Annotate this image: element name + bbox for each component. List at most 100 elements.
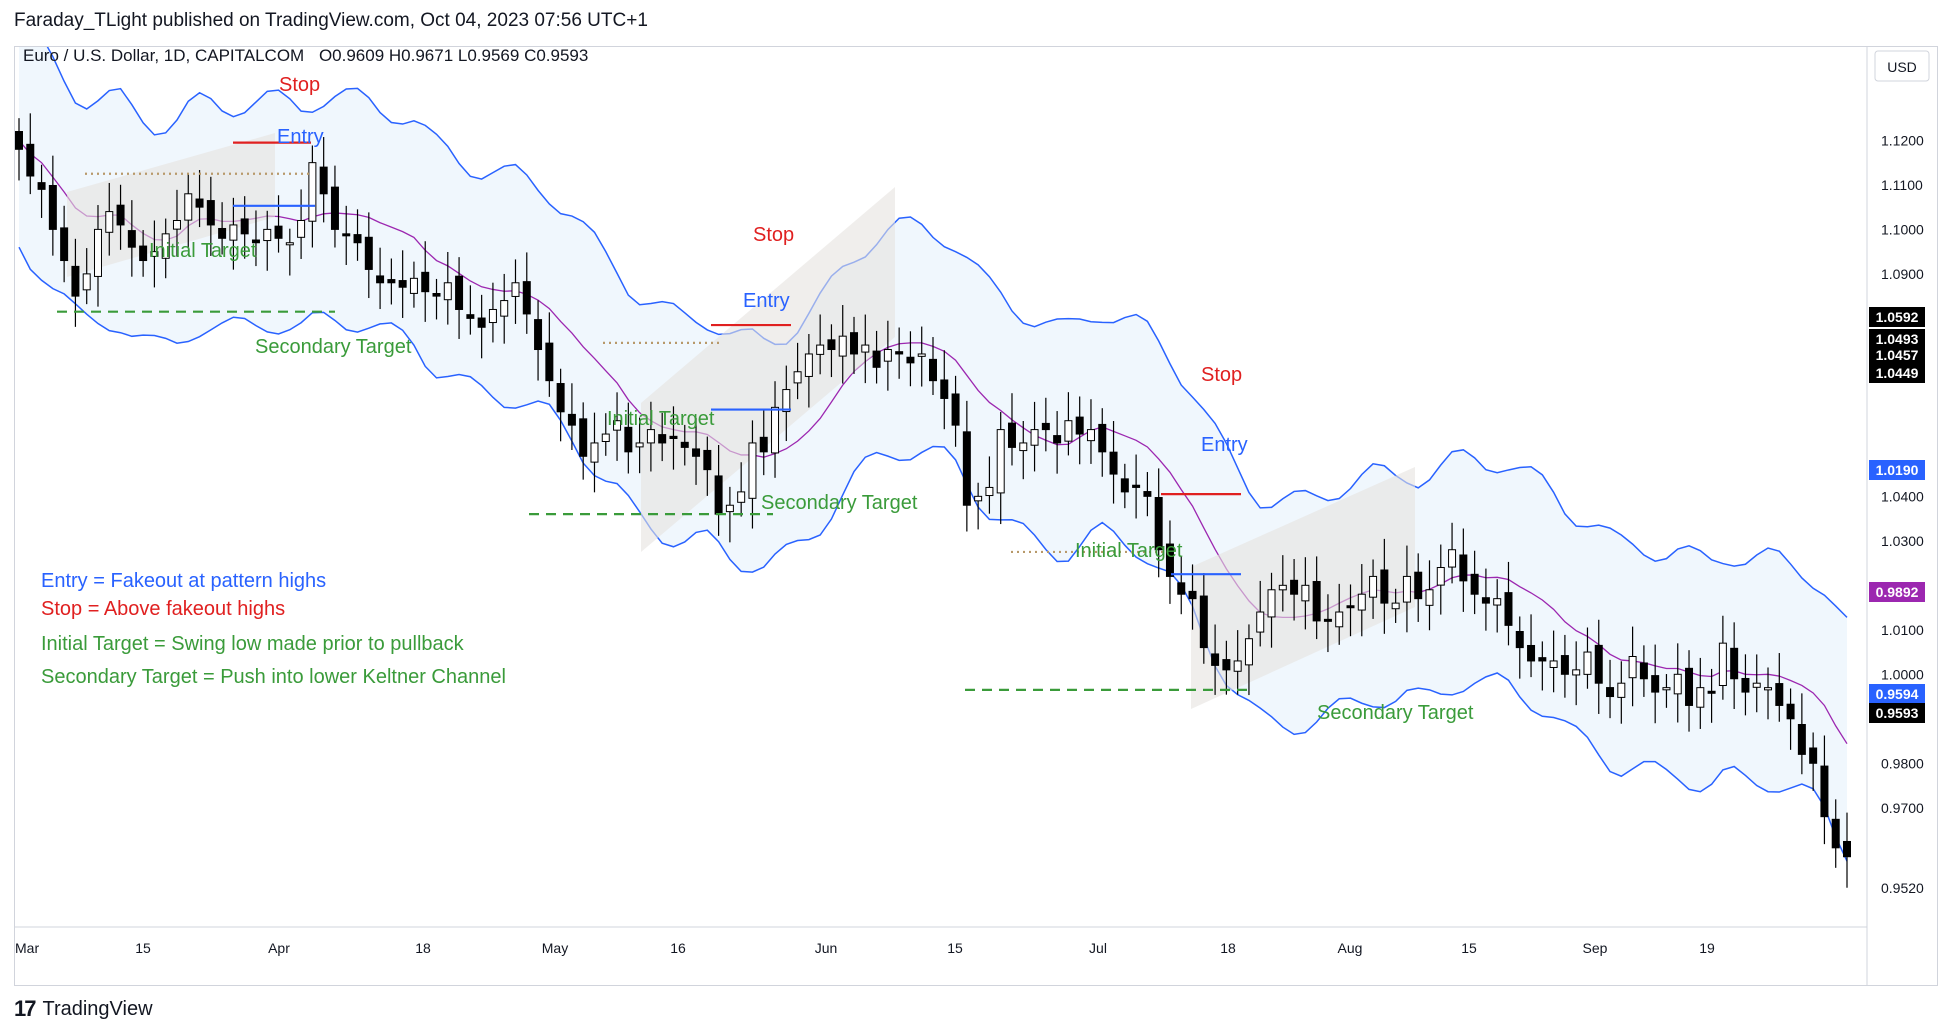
candle <box>1764 667 1773 720</box>
candle-body <box>782 389 791 413</box>
candle-body <box>263 228 272 242</box>
candle <box>1673 643 1682 723</box>
candle <box>1820 735 1829 845</box>
symbol-name: Euro / U.S. Dollar, 1D, CAPITALCOM <box>23 47 304 65</box>
candle-body <box>206 200 215 226</box>
candle-body <box>511 282 520 297</box>
candle-body <box>139 245 148 262</box>
candle <box>297 189 306 259</box>
candle <box>1278 555 1287 612</box>
candle-body <box>172 219 181 230</box>
candle <box>658 412 667 462</box>
candle-body <box>1188 590 1197 600</box>
candle-body <box>1662 687 1671 691</box>
candle-body <box>759 436 768 453</box>
candle-body <box>1222 659 1231 671</box>
candle-body <box>342 233 351 237</box>
chart-frame[interactable]: Stop Entry Initial Target Secondary Target S… <box>14 24 1938 986</box>
price-axis[interactable]: 1.12001.11001.10001.09001.08001.07001.04… <box>1869 132 1925 896</box>
candle-body <box>443 282 452 301</box>
candle-body <box>1143 491 1152 497</box>
candle-body <box>1606 687 1615 698</box>
candle <box>624 402 633 474</box>
candle-body <box>1594 644 1603 684</box>
candle-body <box>330 186 339 230</box>
candle-body <box>579 418 588 457</box>
price-tick-label: 0.9700 <box>1881 800 1924 816</box>
candle <box>1053 411 1062 474</box>
candle-body <box>1617 682 1626 698</box>
price-tick-label: 1.0900 <box>1881 266 1924 282</box>
candle-body <box>771 406 780 454</box>
candle-body <box>906 356 915 364</box>
candle <box>545 312 554 397</box>
trade-levels <box>57 141 1251 691</box>
candle <box>1843 812 1851 888</box>
price-badge: 1.0493 <box>1869 329 1925 349</box>
candle <box>929 337 937 396</box>
candle-body <box>1120 478 1129 493</box>
price-tick-label: 1.0400 <box>1881 488 1924 504</box>
price-tick-label: 1.1000 <box>1881 221 1924 237</box>
candle-body <box>1718 642 1727 687</box>
time-tick-label: Sep <box>1583 940 1608 956</box>
candle <box>1617 661 1626 724</box>
candle <box>1290 559 1299 621</box>
currency-box[interactable] <box>1874 50 1930 82</box>
candle <box>838 305 847 384</box>
candle <box>1707 668 1716 723</box>
candle-body <box>1109 451 1118 475</box>
candle <box>105 182 114 256</box>
candle <box>1628 626 1637 707</box>
candle-body <box>1560 655 1569 675</box>
candle <box>421 241 430 322</box>
candle-body <box>1154 497 1163 551</box>
candle <box>590 412 599 493</box>
candle-body <box>26 143 35 177</box>
candle <box>940 350 949 430</box>
candle-body <box>1346 605 1355 609</box>
candle <box>613 392 622 461</box>
price-badge: 0.9594 <box>1869 684 1925 704</box>
candle <box>1594 619 1603 714</box>
price-badge: 1.0592 <box>1869 307 1925 327</box>
candle <box>1459 528 1468 612</box>
candle-body <box>1538 657 1547 662</box>
candle-body <box>985 486 994 497</box>
strategy-notes: Entry = Fakeout at pattern highs Stop = A… <box>41 570 506 688</box>
candle-body <box>1436 567 1445 586</box>
candle-body <box>1132 484 1141 488</box>
price-chart[interactable]: Stop Entry Initial Target Secondary Target S… <box>15 24 1937 985</box>
candle-body <box>1549 660 1558 668</box>
time-tick-label: Aug <box>1338 940 1363 956</box>
time-axis[interactable]: Mar 15 Apr 18 May 16 Jun 15 Jul 18 Aug 15 Sep 19 <box>15 940 1715 956</box>
candle-body <box>827 339 836 351</box>
candle <box>161 218 170 279</box>
candle <box>477 294 486 359</box>
candle <box>522 252 531 334</box>
candle-body <box>195 198 204 208</box>
candle-body <box>1470 573 1479 595</box>
candle-body <box>1843 840 1851 858</box>
candle-body <box>421 271 430 293</box>
candle-body <box>1752 682 1761 688</box>
candle-body <box>1515 630 1524 649</box>
candle-body <box>1775 683 1784 706</box>
candle-body <box>1075 416 1084 435</box>
candle-body <box>793 371 802 384</box>
candle-body <box>116 204 125 226</box>
candle-body <box>748 442 757 499</box>
candle <box>703 436 712 496</box>
candle <box>872 330 881 384</box>
candle-body <box>1030 429 1039 446</box>
candle <box>1188 564 1197 630</box>
candle-body <box>534 319 543 351</box>
candle <box>534 300 543 381</box>
candle <box>692 417 701 485</box>
candle-body <box>646 429 655 444</box>
candle-body <box>455 275 464 310</box>
candle <box>1380 538 1389 634</box>
trade-label: Stop <box>279 74 320 96</box>
candle-body <box>353 234 362 244</box>
candle <box>951 375 960 447</box>
